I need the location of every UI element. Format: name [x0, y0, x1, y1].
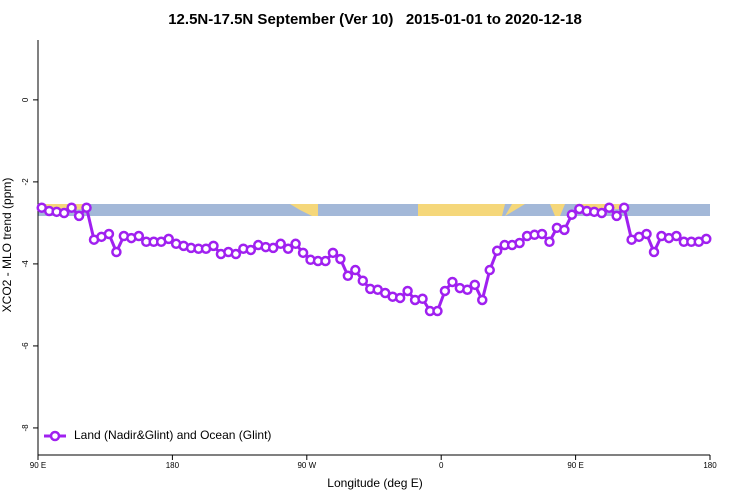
x-tick-label: 180: [166, 461, 180, 470]
data-point: [335, 253, 346, 265]
data-point: [163, 233, 174, 245]
y-tick-label: 0: [21, 97, 30, 102]
data-point: [701, 233, 712, 245]
data-point: [447, 276, 458, 288]
land-band: [290, 204, 318, 216]
data-point: [103, 228, 115, 240]
land-band: [505, 204, 525, 216]
x-tick-label: 180: [703, 461, 717, 470]
data-point: [81, 202, 92, 213]
data-point: [596, 207, 607, 219]
data-point: [603, 202, 615, 213]
data-point: [544, 236, 555, 248]
y-axis-label: XCO2 - MLO trend (ppm): [0, 178, 14, 313]
data-point: [327, 247, 339, 259]
land-band: [550, 204, 565, 216]
x-axis-label: Longitude (deg E): [327, 476, 422, 490]
data-point: [439, 285, 451, 297]
data-point: [484, 264, 495, 276]
data-point: [671, 230, 682, 242]
data-point: [342, 270, 354, 282]
data-point: [357, 275, 369, 286]
ocean-band: [38, 204, 710, 216]
data-point: [297, 247, 309, 259]
data-point: [245, 244, 257, 256]
data-point: [282, 243, 294, 254]
legend-label: Land (Nadir&Glint) and Ocean (Glint): [74, 428, 271, 442]
y-tick-label: -8: [21, 424, 30, 432]
data-point: [462, 284, 473, 295]
data-point: [66, 202, 77, 213]
data-point: [402, 285, 413, 297]
data-point: [275, 238, 286, 250]
x-tick-label: 90 W: [297, 461, 316, 470]
data-point: [417, 293, 428, 305]
data-point: [491, 245, 503, 257]
data-point: [290, 238, 301, 250]
data-point: [514, 237, 525, 249]
data-point: [320, 255, 331, 267]
data-point: [618, 202, 630, 213]
data-point: [111, 246, 122, 258]
data-point: [559, 224, 570, 236]
data-point: [641, 228, 652, 240]
x-tick-label: 0: [439, 461, 444, 470]
data-point: [58, 207, 70, 219]
y-tick-label: -4: [21, 260, 30, 268]
data-point: [648, 246, 660, 258]
chart-title: 12.5N-17.5N September (Ver 10) 2015-01-0…: [168, 11, 582, 28]
series-line: [41, 204, 707, 313]
data-point: [208, 240, 219, 252]
data-point: [432, 305, 443, 317]
data-point: [73, 210, 85, 222]
y-tick-label: -2: [21, 178, 30, 186]
x-tick-label: 90 E: [567, 461, 583, 470]
data-point: [477, 294, 488, 306]
data-point: [536, 228, 548, 240]
legend-marker: [49, 430, 61, 442]
land-band: [418, 204, 505, 216]
data-point: [394, 292, 406, 304]
data-point: [230, 248, 242, 260]
data-point: [267, 242, 279, 254]
y-tick-label: -6: [21, 342, 30, 350]
data-point: [566, 209, 578, 220]
x-tick-label: 90 E: [30, 461, 46, 470]
data-point: [611, 210, 622, 222]
data-point: [133, 230, 145, 242]
data-point: [469, 279, 481, 291]
data-point: [350, 264, 361, 276]
